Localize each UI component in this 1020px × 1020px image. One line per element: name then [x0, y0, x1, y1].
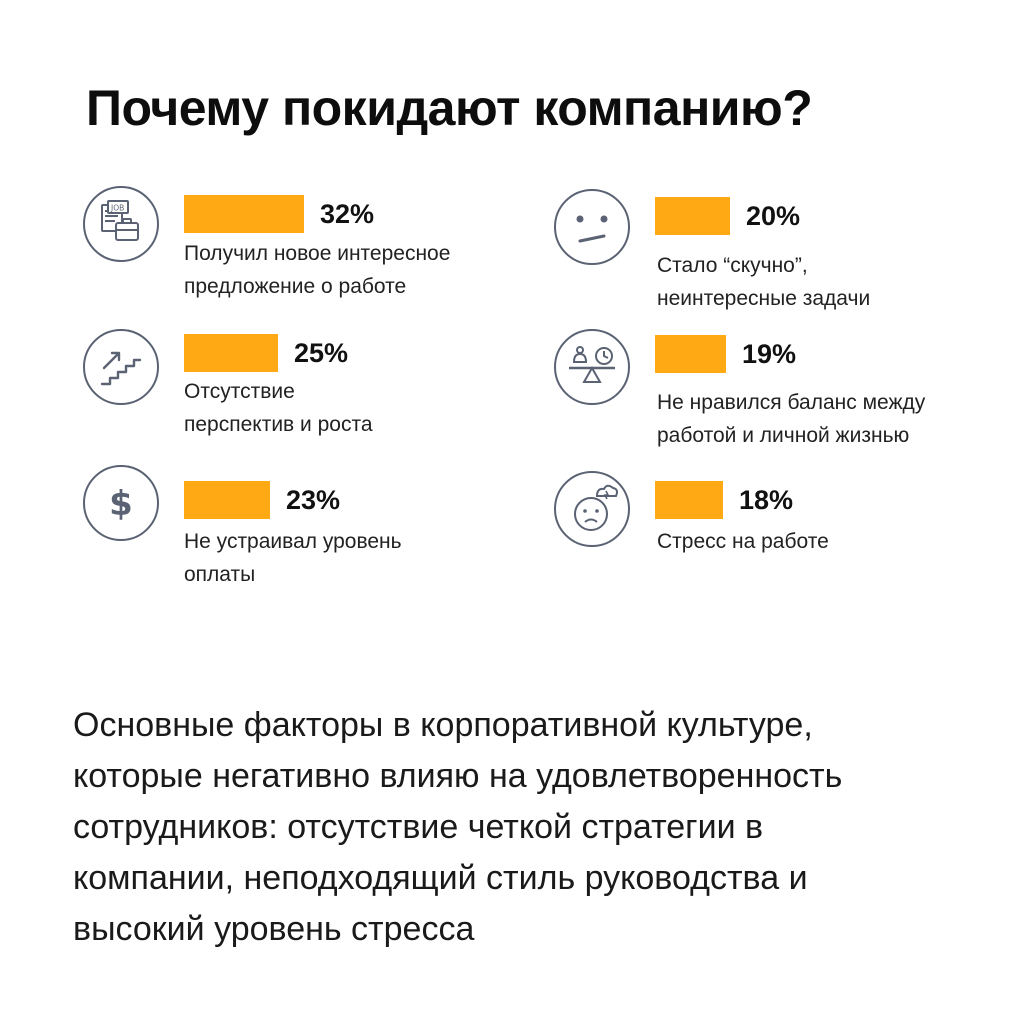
career-stairs-icon: [82, 328, 160, 406]
value-label-0: 32%: [320, 199, 375, 229]
dollar-icon: $: [82, 464, 160, 542]
page-title: Почему покидают компанию?: [86, 80, 813, 136]
category-label-5: Стресс на работе: [657, 525, 987, 558]
category-label-0-line-2: предложение о работе: [184, 275, 407, 298]
category-label-3-line-1: Стало “скучно”,: [657, 254, 808, 277]
footer-line-5: высокий уровень стресса: [73, 910, 475, 948]
value-label-4: 19%: [742, 339, 797, 369]
bar-2: [184, 481, 270, 519]
category-label-1-line-1: Отсутствие: [184, 380, 295, 403]
footer-line-2: которые негативно влияю на удовлетворенн…: [73, 757, 843, 795]
category-label-0: Получил новое интересное предложение о р…: [184, 237, 514, 303]
category-label-3: Стало “скучно”, неинтересные задачи: [657, 249, 987, 315]
category-label-3-line-2: неинтересные задачи: [657, 287, 871, 310]
job-offer-icon: JOB: [82, 185, 160, 263]
footer-line-4: компании, неподходящий стиль руководства…: [73, 859, 808, 897]
category-label-2-line-1: Не устраивал уровень: [184, 530, 402, 553]
footer-line-1: Основные факторы в корпоративной культур…: [73, 706, 813, 744]
category-label-2-line-2: оплаты: [184, 563, 256, 586]
category-label-4-line-2: работой и личной жизнью: [657, 424, 910, 447]
value-label-1: 25%: [294, 338, 349, 368]
category-label-4-line-1: Не нравился баланс между: [657, 391, 926, 414]
stressed-face-icon: [553, 470, 631, 548]
category-label-0-line-1: Получил новое интересное: [184, 242, 451, 265]
bar-5: [655, 481, 723, 519]
category-label-1: Отсутствие перспектив и роста: [184, 375, 514, 441]
bar-4: [655, 335, 726, 373]
category-label-2: Не устраивал уровень оплаты: [184, 525, 514, 591]
bar-1: [184, 334, 278, 372]
bar-0: [184, 195, 304, 233]
category-label-5-line-1: Стресс на работе: [657, 530, 829, 553]
value-label-5: 18%: [739, 485, 794, 515]
bar-3: [655, 197, 730, 235]
work-life-balance-icon: [553, 328, 631, 406]
footer-line-3: сотрудников: отсутствие четкой стратегии…: [73, 808, 764, 846]
svg-text:JOB: JOB: [110, 204, 124, 213]
value-label-3: 20%: [746, 201, 801, 231]
footer-text: Основные факторы в корпоративной культур…: [73, 700, 973, 955]
category-label-4: Не нравился баланс между работой и лично…: [657, 386, 977, 452]
value-label-2: 23%: [286, 485, 341, 515]
svg-text:$: $: [109, 484, 133, 524]
bored-face-icon: [553, 188, 631, 266]
category-label-1-line-2: перспектив и роста: [184, 413, 373, 436]
